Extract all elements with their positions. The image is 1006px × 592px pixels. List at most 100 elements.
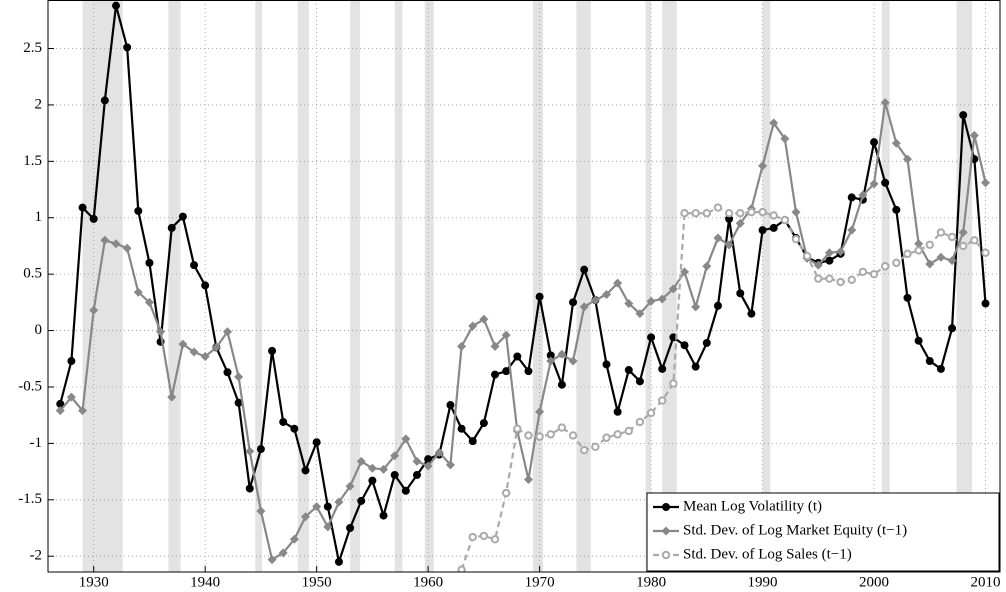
marker bbox=[880, 262, 890, 271]
marker bbox=[457, 424, 466, 433]
marker bbox=[345, 481, 355, 491]
y-tick-label: 2.5 bbox=[23, 40, 42, 56]
marker bbox=[66, 392, 76, 402]
marker bbox=[312, 502, 322, 512]
marker bbox=[658, 396, 667, 405]
marker bbox=[713, 301, 722, 310]
marker bbox=[580, 265, 589, 274]
marker bbox=[880, 98, 890, 108]
legend-label: Std. Dev. of Log Sales (t−1) bbox=[683, 546, 852, 562]
marker bbox=[524, 367, 533, 376]
marker bbox=[123, 43, 132, 52]
marker bbox=[635, 417, 645, 427]
legend-marker bbox=[661, 526, 671, 536]
marker bbox=[870, 138, 879, 147]
marker bbox=[936, 252, 946, 262]
plot-frame bbox=[47, 0, 1001, 573]
marker bbox=[178, 212, 187, 221]
marker bbox=[78, 203, 87, 212]
marker bbox=[914, 336, 923, 345]
marker bbox=[279, 417, 288, 426]
marker bbox=[568, 356, 578, 366]
marker bbox=[557, 349, 567, 359]
marker bbox=[758, 226, 767, 235]
marker bbox=[256, 506, 266, 516]
recession-band bbox=[881, 0, 890, 572]
marker bbox=[412, 456, 422, 466]
marker bbox=[981, 299, 990, 308]
marker bbox=[736, 209, 745, 218]
marker bbox=[434, 447, 444, 457]
x-tick-label: 1980 bbox=[636, 574, 666, 590]
marker bbox=[747, 309, 756, 318]
marker bbox=[457, 341, 467, 351]
marker bbox=[914, 246, 923, 255]
marker bbox=[479, 531, 489, 541]
marker bbox=[334, 497, 344, 507]
marker bbox=[546, 430, 555, 439]
marker bbox=[501, 488, 511, 498]
marker bbox=[948, 324, 957, 333]
marker bbox=[758, 207, 767, 217]
recession-band bbox=[576, 0, 591, 572]
marker bbox=[758, 161, 768, 171]
marker bbox=[368, 476, 377, 485]
marker bbox=[468, 321, 478, 331]
marker bbox=[881, 178, 890, 187]
marker bbox=[802, 251, 812, 261]
recession-band bbox=[645, 0, 652, 572]
marker bbox=[601, 289, 611, 299]
marker bbox=[947, 232, 957, 242]
marker bbox=[524, 431, 533, 440]
x-tick-label: 1990 bbox=[748, 574, 778, 590]
y-tick-label: 1.5 bbox=[23, 153, 42, 169]
marker bbox=[824, 248, 834, 258]
marker bbox=[958, 227, 968, 237]
marker bbox=[267, 555, 277, 565]
marker bbox=[892, 258, 901, 268]
marker bbox=[557, 380, 566, 389]
marker bbox=[334, 557, 343, 566]
marker bbox=[468, 437, 477, 446]
marker bbox=[914, 239, 924, 249]
marker bbox=[814, 274, 823, 283]
marker bbox=[523, 474, 533, 484]
marker bbox=[401, 486, 410, 495]
marker bbox=[491, 370, 500, 379]
marker bbox=[658, 364, 667, 373]
marker bbox=[591, 442, 600, 451]
marker bbox=[479, 314, 489, 324]
marker bbox=[256, 445, 265, 454]
marker bbox=[167, 392, 177, 402]
plot bbox=[48, 0, 1000, 572]
recession-band bbox=[255, 0, 263, 572]
y-tick-label: 0 bbox=[35, 322, 43, 338]
marker bbox=[223, 368, 232, 377]
marker bbox=[145, 258, 154, 267]
marker bbox=[769, 211, 778, 220]
marker bbox=[813, 260, 823, 270]
marker bbox=[680, 209, 689, 218]
x-tick-label: 2010 bbox=[971, 574, 1001, 590]
marker bbox=[245, 446, 255, 456]
marker bbox=[67, 357, 76, 366]
marker bbox=[825, 256, 834, 265]
marker bbox=[490, 341, 500, 351]
marker bbox=[959, 111, 968, 120]
marker bbox=[190, 261, 199, 270]
y-tick-label: -0.5 bbox=[18, 378, 42, 394]
marker bbox=[680, 341, 689, 350]
series-line bbox=[59, 5, 987, 567]
marker bbox=[312, 438, 321, 447]
marker bbox=[356, 456, 366, 466]
marker bbox=[646, 296, 656, 306]
marker bbox=[747, 207, 756, 217]
marker bbox=[178, 339, 188, 349]
marker bbox=[457, 565, 466, 572]
marker bbox=[446, 401, 455, 410]
marker bbox=[211, 342, 221, 352]
marker bbox=[234, 372, 244, 382]
marker bbox=[981, 178, 991, 188]
marker bbox=[379, 464, 389, 474]
marker bbox=[167, 223, 176, 232]
